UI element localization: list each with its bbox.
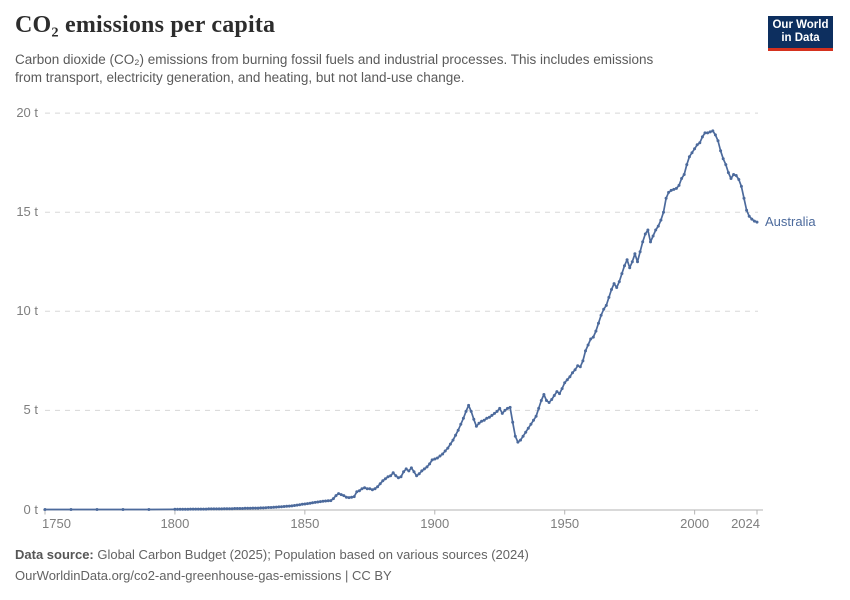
chart-subtitle-line-1: Carbon dioxide (CO₂) emissions from burn… [15, 52, 654, 67]
x-axis-tick-1900: 1900 [420, 516, 450, 531]
y-axis-tick-0t: 0 t [23, 501, 38, 517]
x-axis-tick-1850: 1850 [290, 516, 320, 531]
x-axis-tick-1750: 1750 [42, 516, 71, 531]
data-source-label: Data source: [15, 547, 94, 562]
x-axis-tick-1950: 1950 [550, 516, 580, 531]
owid-logo-line1: Our World [772, 19, 829, 31]
y-axis-tick-5t: 5 t [23, 402, 38, 418]
x-axis-tick-2024: 2024 [731, 516, 760, 531]
y-axis-tick-10t: 10 t [16, 303, 38, 319]
data-source-text: Global Carbon Budget (2025); Population … [93, 547, 529, 562]
y-axis-tick-20t: 20 t [16, 105, 38, 121]
series-label-australia[interactable]: Australia [765, 214, 816, 230]
x-axis-tick-1800: 1800 [160, 516, 190, 531]
owid-logo[interactable]: Our World in Data [768, 16, 833, 51]
owid-logo-line2: in Data [781, 32, 820, 44]
license-link-line[interactable]: OurWorldinData.org/co2-and-greenhouse-ga… [15, 568, 392, 583]
y-axis-tick-15t: 15 t [16, 204, 38, 220]
x-axis-tick-2000: 2000 [680, 516, 710, 531]
page-title: CO₂ emissions per capita [15, 12, 276, 38]
data-source-line: Data source: Global Carbon Budget (2025)… [15, 546, 529, 563]
chart-subtitle-line-2: from transport, electricity generation, … [15, 70, 465, 85]
